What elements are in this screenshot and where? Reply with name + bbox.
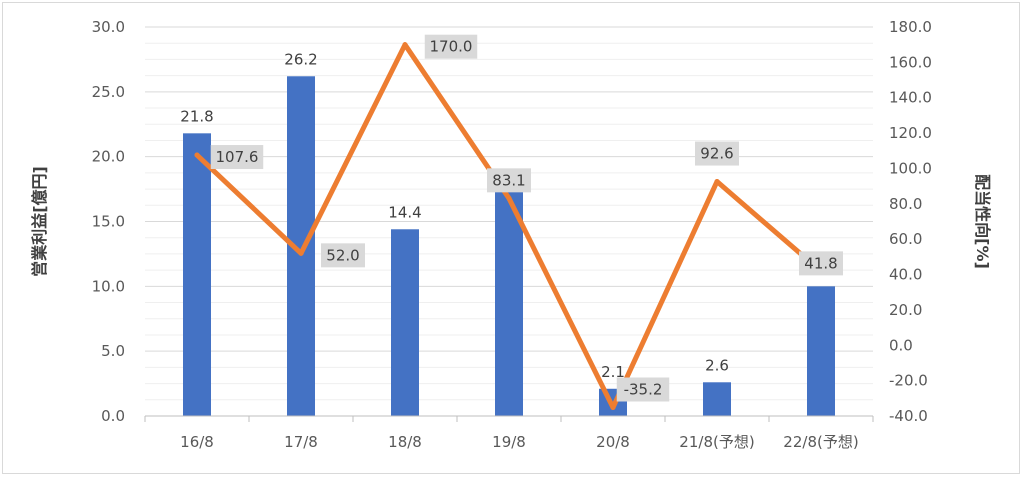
line-label-box [799,251,843,276]
line-point [402,42,408,48]
line-label-box [616,377,670,402]
right-tick-label: 160.0 [889,53,932,71]
line-label-box [321,243,365,268]
chart: 21.8 26.2 14.4 2.1 2.6 10.0 107.6 52.0 170.0 83.1… [30,18,992,451]
x-tick-label: 20/8 [596,433,630,451]
right-tick-label: 120.0 [889,124,932,142]
line-label-box [424,34,478,59]
bar [807,286,835,416]
line-label-box [210,145,264,170]
x-tick-label: 22/8(予想) [783,433,858,451]
line-point [714,179,720,185]
bar-data-label: 26.2 [284,50,317,68]
left-tick-label: 0.0 [101,407,125,425]
right-tick-label: 80.0 [889,195,922,213]
x-tick-label: 18/8 [388,433,422,451]
right-axis-title: 配当性向[%] [973,174,992,269]
line-label-box [487,168,531,193]
right-tick-label: 20.0 [889,301,922,319]
line-data-label: 107.6 [216,148,259,166]
right-tick-label: 60.0 [889,230,922,248]
bar [183,133,211,416]
right-tick-label: 180.0 [889,18,932,36]
right-tick-label: -40.0 [889,407,928,425]
x-tick-label: 21/8(予想) [679,433,754,451]
right-tick-label: 0.0 [889,336,913,354]
axes-layer: 0.05.010.015.020.025.030.0-40.0-20.00.02… [30,18,992,451]
left-tick-label: 10.0 [92,277,125,295]
line-point [610,405,616,411]
left-tick-label: 25.0 [92,83,125,101]
line-data-label: 92.6 [700,145,733,163]
left-tick-label: 15.0 [92,213,125,231]
line-point [194,152,200,158]
bar [495,185,523,416]
labels-layer: 21.826.214.42.12.610.0107.652.0170.083.1… [180,34,843,402]
line-point [298,250,304,256]
right-tick-label: 100.0 [889,159,932,177]
bar [391,229,419,416]
x-tick-label: 16/8 [180,433,214,451]
line-data-label: -35.2 [624,381,663,399]
bars-layer [183,76,835,417]
left-axis-title: 営業利益[億円] [30,166,49,277]
left-tick-label: 20.0 [92,148,125,166]
line-point [506,195,512,201]
right-tick-label: 40.0 [889,266,922,284]
bar [703,382,731,416]
left-tick-label: 5.0 [101,342,125,360]
x-tick-label: 19/8 [492,433,526,451]
line-data-label: 41.8 [804,254,837,272]
bar-data-label: 2.6 [705,356,729,374]
bar-data-label: 21.8 [180,107,213,125]
line-label-box [695,141,739,166]
bar-data-label: 2.1 [601,363,625,381]
line-data-label: 170.0 [430,38,473,56]
left-tick-label: 30.0 [92,18,125,36]
x-tick-label: 17/8 [284,433,318,451]
right-tick-label: -20.0 [889,372,928,390]
bar-data-label: 14.4 [388,203,421,221]
right-tick-label: 140.0 [889,89,932,107]
line-data-label: 83.1 [492,171,525,189]
line-data-label: 52.0 [326,246,359,264]
